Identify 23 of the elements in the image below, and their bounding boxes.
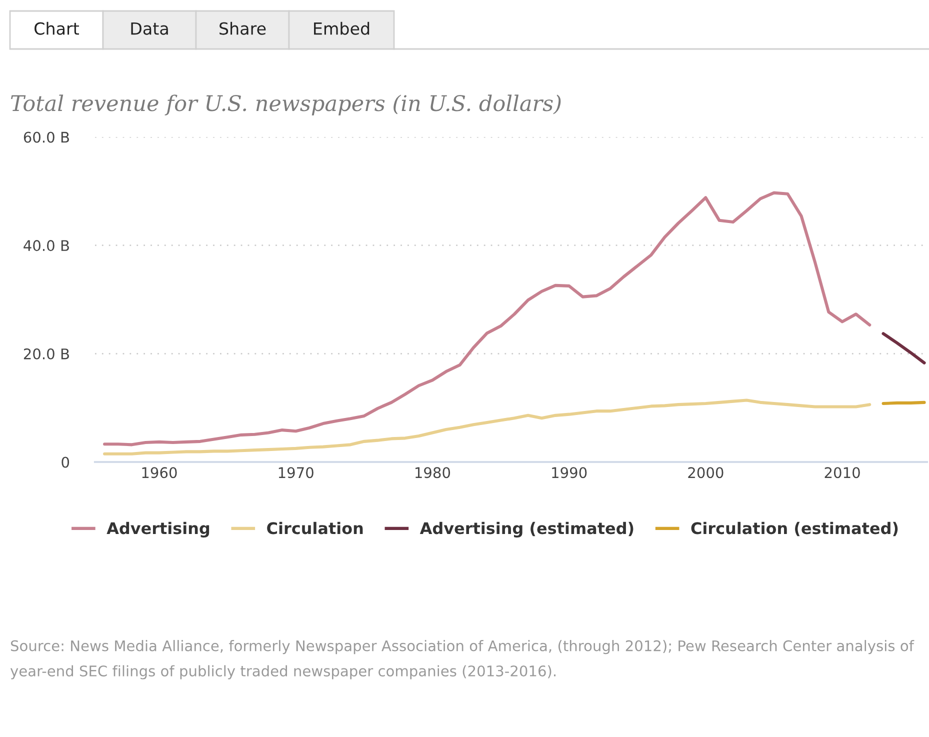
legend-label: Advertising (estimated) <box>420 522 634 538</box>
x-tick-label: 1960 <box>142 467 177 478</box>
y-tick-label: 20.0 B <box>24 348 69 360</box>
y-tick-label: 60.0 B <box>24 132 69 143</box>
text: Chart <box>34 22 79 35</box>
line-series <box>882 332 926 364</box>
legend-label: Advertising <box>106 522 210 538</box>
text: Data <box>131 22 168 35</box>
chart-title: Total revenue for U.S. newspapers (in U.S. dollars) <box>11 94 561 116</box>
x-tick-label: 2010 <box>824 467 860 478</box>
x-tick-label: 2000 <box>688 467 724 478</box>
text: Share <box>220 22 266 35</box>
x-tick-label: 1980 <box>415 467 450 478</box>
line-series <box>103 191 872 446</box>
legend-label: Circulation (estimated) <box>691 522 898 536</box>
x-tick-label: 1990 <box>552 467 587 478</box>
legend-label: Circulation <box>267 522 363 534</box>
x-tick-label: 1970 <box>278 467 314 478</box>
y-tick-label: 0 <box>62 456 70 468</box>
text: Embed <box>314 22 370 35</box>
line-series <box>103 398 872 456</box>
source-note: Source: News Media Alliance, formerly Newspaper Association of America, (through 2012); Pew Research Center analysis of year-end SEC filings of publicly traded newspaper companies (2013-2016). <box>10 640 914 680</box>
y-tick-label: 40.0 B <box>24 240 69 252</box>
